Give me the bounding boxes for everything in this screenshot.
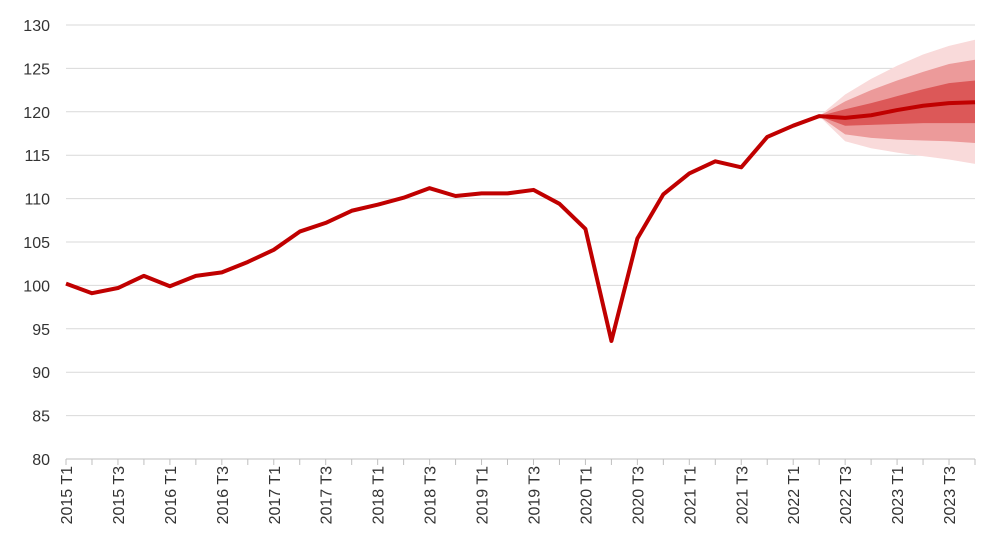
x-tick-label: 2020 T3: [630, 466, 647, 525]
x-tick-label: 2017 T1: [267, 466, 284, 525]
y-tick-label: 110: [24, 192, 50, 209]
x-tick-label: 2017 T3: [319, 466, 336, 525]
y-tick-label: 90: [32, 365, 50, 382]
y-tick-label: 130: [23, 18, 50, 35]
x-tick-label: 2023 T3: [942, 466, 959, 525]
y-tick-label: 95: [32, 322, 50, 339]
x-tick-label: 2022 T3: [838, 466, 855, 525]
y-tick-label: 115: [24, 148, 50, 165]
fan-band: [819, 80, 975, 126]
y-tick-label: 100: [23, 278, 50, 295]
x-tick-label: 2016 T1: [163, 466, 180, 525]
x-tick-label: 2018 T1: [371, 466, 388, 525]
x-tick-label: 2016 T3: [215, 466, 232, 525]
x-tick-label: 2020 T1: [578, 466, 595, 525]
x-tick-label: 2021 T3: [734, 466, 751, 525]
x-tick-label: 2022 T1: [786, 466, 803, 525]
y-tick-label: 120: [23, 105, 50, 122]
y-tick-label: 80: [32, 452, 50, 469]
y-tick-label: 85: [32, 409, 50, 426]
x-tick-label: 2019 T1: [475, 466, 492, 525]
x-tick-label: 2018 T3: [423, 466, 440, 525]
x-tick-label: 2015 T1: [59, 466, 76, 525]
x-tick-label: 2015 T3: [111, 466, 128, 525]
y-tick-label: 125: [23, 61, 50, 78]
x-tick-label: 2023 T1: [890, 466, 907, 525]
x-tick-label: 2021 T1: [682, 466, 699, 525]
y-tick-label: 105: [23, 235, 50, 252]
line: [65, 100, 976, 343]
x-tick-label: 2019 T3: [526, 466, 543, 525]
